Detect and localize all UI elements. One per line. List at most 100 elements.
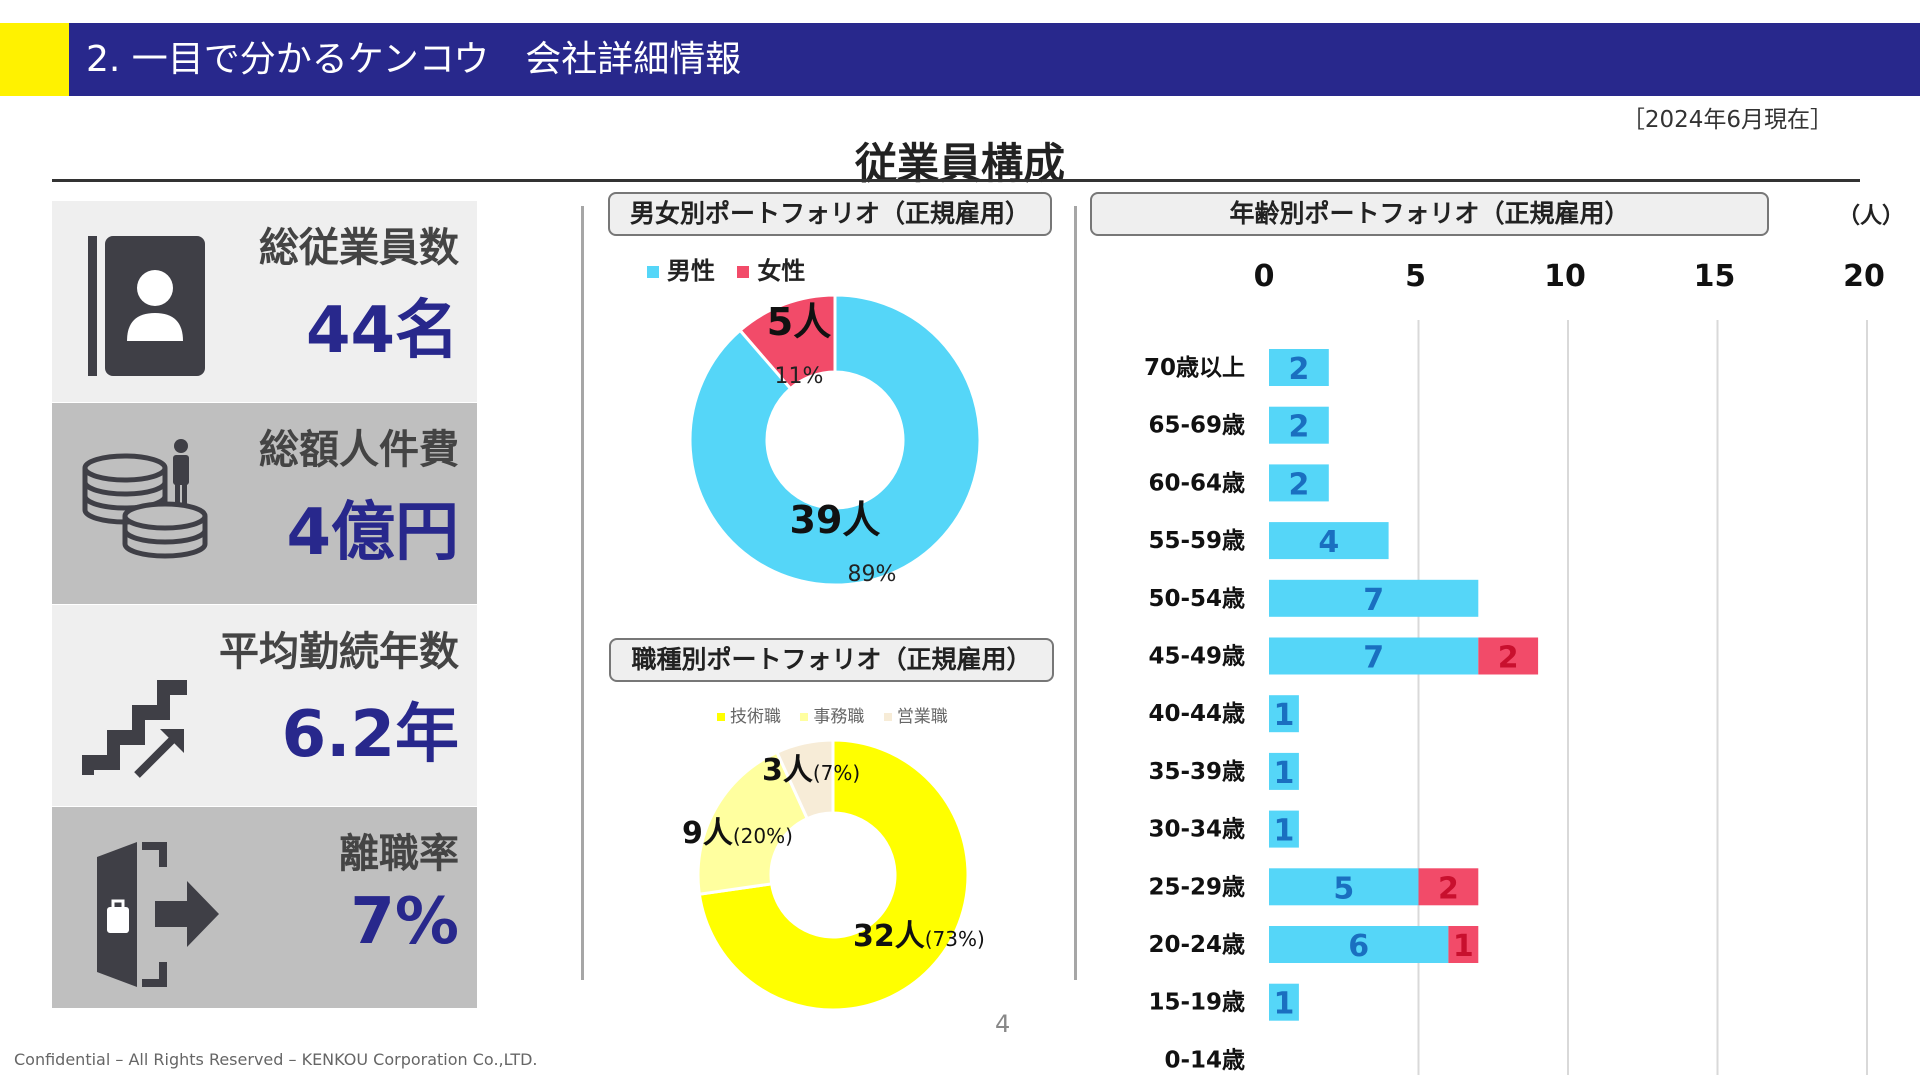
- bar-value-label: 1: [1453, 929, 1474, 964]
- gender-chart-title: 男女別ポートフォリオ（正規雇用）: [608, 192, 1052, 236]
- section-divider: [52, 179, 1860, 182]
- slice-value-label: 5人: [767, 300, 831, 344]
- y-category-label: 35-39歳: [1148, 759, 1245, 785]
- kpi-total-employees: 総従業員数 44名: [52, 201, 477, 402]
- bar-value-label: 2: [1288, 352, 1309, 387]
- job-donut-chart: 32人(73%)9人(20%)3人(7%): [682, 738, 985, 1012]
- legend-sales: 営業職: [896, 707, 948, 727]
- header-bar: [69, 23, 1920, 96]
- y-category-label: 0-14歳: [1164, 1047, 1245, 1073]
- bar-segment: [1269, 349, 1329, 386]
- y-category-label: 65-69歳: [1148, 413, 1245, 439]
- slice-percent-label: (20%): [733, 824, 793, 848]
- bar-segment: [1269, 579, 1479, 617]
- as-of-date: ［2024年6月現在］: [1621, 107, 1833, 133]
- y-category-label: 15-19歳: [1148, 990, 1245, 1016]
- y-category-label: 70歳以上: [1144, 355, 1245, 381]
- bar-segment: [1269, 695, 1299, 733]
- bar-value-label: 1: [1274, 756, 1295, 791]
- contact-book-icon: [88, 236, 205, 376]
- bar-value-label: 2: [1438, 871, 1459, 906]
- slice-value-label: 32人(73%): [853, 919, 985, 954]
- x-tick-label: 20: [1843, 259, 1885, 294]
- bar-segment: [1269, 752, 1299, 790]
- y-category-label: 25-29歳: [1148, 874, 1245, 900]
- bar-segment: [1418, 868, 1479, 906]
- kpi-turnover-rate: 離職率 7%: [52, 807, 477, 1008]
- bar-value-label: 2: [1288, 467, 1309, 502]
- bar-value-label: 6: [1348, 929, 1369, 964]
- bar-segment: [1269, 868, 1419, 906]
- bar-value-label: 2: [1288, 410, 1309, 445]
- kpi-labor-cost: 総額人件費 4億円: [52, 403, 477, 604]
- legend-office: 事務職: [813, 707, 865, 727]
- kpi-label: 総額人件費: [259, 427, 459, 473]
- bar-segment: [1448, 926, 1479, 963]
- y-category-label: 50-54歳: [1148, 586, 1245, 612]
- slice-percent-label: 89%: [848, 562, 897, 587]
- donut-slice-0: [688, 293, 982, 587]
- bar-value-label: 5: [1333, 871, 1354, 906]
- bar-segment: [1269, 637, 1479, 675]
- bar-segment: [1269, 926, 1449, 963]
- age-chart-unit: （人）: [1838, 204, 1905, 229]
- column-divider: [581, 206, 584, 980]
- bar-segment: [1269, 810, 1299, 848]
- age-chart-title: 年齢別ポートフォリオ（正規雇用）: [1090, 192, 1769, 236]
- page-title: 2. 一目で分かるケンコウ 会社詳細情報: [86, 39, 742, 80]
- donut-slice-0: [697, 738, 970, 1012]
- bar-value-label: 1: [1274, 698, 1295, 733]
- exit-door-icon: [97, 842, 219, 987]
- coins-person-icon: [82, 439, 208, 559]
- bar-value-label: 7: [1363, 583, 1384, 618]
- job-legend: 技術職 事務職 営業職: [717, 702, 948, 727]
- gender-legend: 男性 女性: [647, 251, 805, 286]
- y-category-label: 40-44歳: [1148, 701, 1245, 727]
- bar-value-label: 1: [1274, 987, 1295, 1022]
- kpi-label: 離職率: [339, 831, 459, 877]
- bar-segment: [1269, 464, 1329, 502]
- column-divider: [1074, 206, 1077, 980]
- bar-value-label: 1: [1274, 814, 1295, 849]
- donut-slice-1: [696, 750, 810, 896]
- page-number: 4: [995, 1010, 1011, 1038]
- slice-percent-label: 11%: [775, 364, 824, 389]
- slice-percent-label: (73%): [925, 927, 985, 951]
- y-category-label: 60-64歳: [1148, 470, 1245, 496]
- stairs-arrow-icon: [82, 680, 187, 778]
- footer-copyright: Confidential – All Rights Reserved – KEN…: [14, 1050, 538, 1069]
- kpi-value: 44名: [305, 294, 459, 368]
- bar-segment: [1269, 406, 1329, 444]
- x-tick-label: 10: [1544, 259, 1586, 294]
- bar-value-label: 2: [1498, 641, 1519, 676]
- x-tick-label: 5: [1405, 259, 1426, 294]
- slice-percent-label: (7%): [813, 761, 860, 785]
- kpi-value: 4億円: [286, 496, 459, 570]
- gender-donut-chart: 39人 89% 5人 11%: [688, 293, 982, 587]
- bar-value-label: 7: [1363, 641, 1384, 676]
- kpi-label: 平均勤続年数: [219, 629, 459, 675]
- bar-segment: [1269, 983, 1299, 1021]
- slice-value-label: 39人: [790, 498, 881, 542]
- bar-value-label: 4: [1318, 525, 1339, 560]
- y-category-label: 55-59歳: [1148, 528, 1245, 554]
- donut-slice-2: [774, 738, 835, 821]
- header-accent: [0, 23, 69, 96]
- slice-value-label: 3人(7%): [762, 753, 860, 788]
- x-tick-label: 0: [1254, 259, 1275, 294]
- legend-male: 男性: [667, 257, 715, 285]
- kpi-avg-tenure: 平均勤続年数 6.2年: [52, 605, 477, 806]
- kpi-value: 6.2年: [281, 698, 459, 772]
- x-tick-label: 15: [1694, 259, 1736, 294]
- kpi-value: 7%: [350, 885, 459, 959]
- y-category-label: 30-34歳: [1148, 817, 1245, 843]
- legend-tech: 技術職: [730, 707, 781, 727]
- bar-segment: [1269, 522, 1389, 560]
- job-chart-title: 職種別ポートフォリオ（正規雇用）: [609, 638, 1054, 682]
- kpi-label: 総従業員数: [259, 225, 459, 271]
- y-category-label: 45-49歳: [1148, 644, 1245, 670]
- y-category-label: 20-24歳: [1148, 932, 1245, 958]
- legend-female: 女性: [757, 257, 806, 285]
- bar-segment: [1478, 637, 1539, 675]
